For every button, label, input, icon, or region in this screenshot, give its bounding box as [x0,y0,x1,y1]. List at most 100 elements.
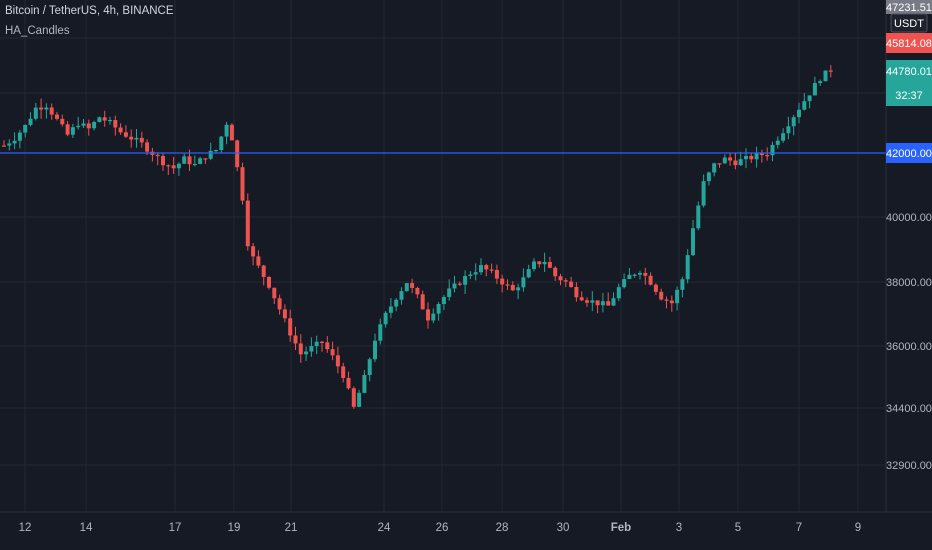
candle-up[interactable] [134,137,139,140]
candle-down[interactable] [728,157,733,161]
candle-down[interactable] [298,343,303,355]
candle-down[interactable] [277,298,282,310]
candle-up[interactable] [394,299,399,307]
candle-up[interactable] [431,313,436,321]
candle-down[interactable] [145,142,150,152]
candle-down[interactable] [113,119,118,128]
candle-up[interactable] [44,107,49,110]
candle-down[interactable] [288,318,293,336]
candle-up[interactable] [81,123,86,126]
candle-up[interactable] [33,107,38,119]
candle-up[interactable] [70,127,75,135]
candle-down[interactable] [86,123,91,129]
candle-up[interactable] [526,269,531,278]
candle-down[interactable] [537,261,542,265]
candle-up[interactable] [701,181,706,206]
candle-down[interactable] [426,309,430,321]
candle-down[interactable] [2,145,6,147]
candle-up[interactable] [404,283,409,292]
candle-up[interactable] [473,272,478,275]
candles-layer[interactable] [2,65,833,409]
candle-up[interactable] [675,289,680,304]
candle-up[interactable] [691,228,695,256]
candle-down[interactable] [648,275,653,285]
candle-down[interactable] [415,287,420,295]
symbol-title[interactable]: Bitcoin / TetherUS, 4h, BINANCE [5,5,174,17]
candle-down[interactable] [346,377,351,389]
candle-down[interactable] [457,283,462,285]
candle-up[interactable] [775,140,780,145]
candle-up[interactable] [314,341,319,347]
candle-up[interactable] [388,306,393,313]
candle-down[interactable] [574,286,579,298]
candle-up[interactable] [590,300,595,303]
candle-down[interactable] [235,140,240,168]
candle-up[interactable] [738,159,743,166]
candle-up[interactable] [823,70,828,82]
candle-up[interactable] [224,124,229,137]
candle-down[interactable] [585,300,589,303]
candle-down[interactable] [256,256,261,266]
candle-up[interactable] [744,155,748,160]
candle-up[interactable] [383,312,388,325]
candle-down[interactable] [49,107,54,115]
candle-down[interactable] [272,287,277,299]
candle-down[interactable] [547,262,552,268]
candle-down[interactable] [245,200,250,247]
candle-up[interactable] [176,163,181,169]
candle-up[interactable] [627,274,632,280]
candle-up[interactable] [781,133,786,141]
candle-down[interactable] [759,153,764,156]
candle-up[interactable] [638,272,642,275]
candle-down[interactable] [579,297,584,301]
candle-up[interactable] [611,298,616,306]
candle-down[interactable] [410,283,415,288]
candle-up[interactable] [754,153,759,160]
candle-down[interactable] [489,269,494,271]
indicator-label[interactable]: HA_Candles [5,25,70,37]
candle-up[interactable] [309,346,314,352]
candle-up[interactable] [696,205,701,229]
candle-up[interactable] [521,277,526,288]
candle-up[interactable] [706,172,711,182]
candle-up[interactable] [622,279,627,288]
candle-down[interactable] [569,281,574,287]
candle-up[interactable] [378,324,383,341]
candle-up[interactable] [797,109,801,118]
candle-up[interactable] [600,301,605,306]
candle-up[interactable] [367,359,372,375]
candle-down[interactable] [123,132,128,137]
candle-up[interactable] [542,262,547,265]
candle-up[interactable] [76,125,81,128]
price-axis[interactable]: 40000.00 38000.00 36000.00 34400.00 32900.00 [886,212,932,472]
candle-down[interactable] [102,117,107,121]
candle-up[interactable] [208,150,213,159]
candle-down[interactable] [494,269,499,279]
candle-down[interactable] [335,355,340,367]
candle-up[interactable] [214,150,218,152]
candle-down[interactable] [653,284,658,292]
candle-down[interactable] [717,163,722,165]
candle-down[interactable] [733,160,738,166]
candle-up[interactable] [452,283,457,289]
candle-up[interactable] [7,143,12,146]
candle-down[interactable] [60,118,65,125]
candle-up[interactable] [28,118,33,125]
candle-down[interactable] [664,299,669,301]
candle-up[interactable] [447,288,452,298]
candle-up[interactable] [17,132,22,141]
candle-down[interactable] [171,165,176,169]
candle-down[interactable] [749,155,754,160]
candle-down[interactable] [282,309,287,319]
candle-down[interactable] [563,280,568,282]
candle-down[interactable] [484,265,489,270]
candle-up[interactable] [373,340,377,360]
candle-down[interactable] [643,272,648,276]
candle-up[interactable] [92,121,97,129]
candle-up[interactable] [791,117,796,127]
candle-up[interactable] [23,124,28,133]
candle-down[interactable] [500,278,505,285]
candle-up[interactable] [198,158,203,164]
candle-down[interactable] [251,246,256,257]
